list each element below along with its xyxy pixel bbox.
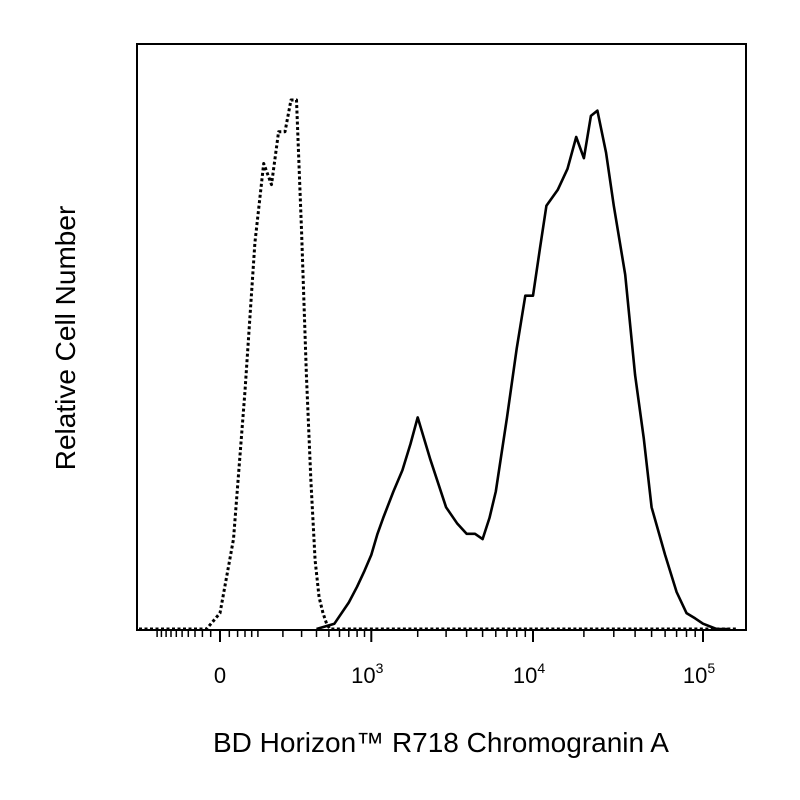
- series-layer: [139, 98, 738, 631]
- x-tick-label: 104: [513, 660, 545, 688]
- plot-frame: [136, 43, 747, 631]
- x-tick-label: 105: [683, 660, 715, 688]
- stained-histogram-solid: [316, 109, 728, 631]
- x-tick-labels: 0 103 104 105: [214, 660, 715, 688]
- x-tick-label: 0: [214, 663, 226, 688]
- x-tick-label: 103: [351, 660, 383, 688]
- x-axis-ticks: [156, 630, 704, 642]
- control-histogram-dotted: [139, 98, 738, 631]
- x-axis-label: BD Horizon™ R718 Chromogranin A: [213, 727, 669, 758]
- y-axis-label: Relative Cell Number: [50, 206, 81, 471]
